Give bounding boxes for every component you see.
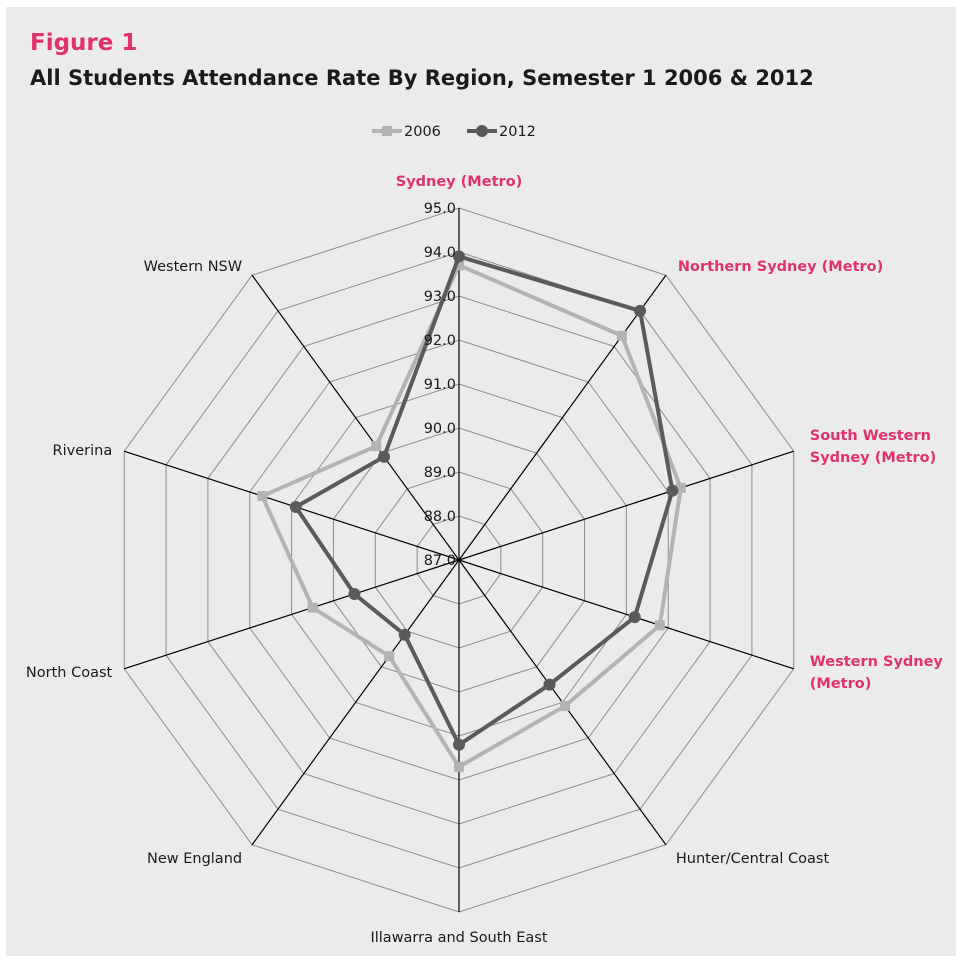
- spoke-8: [124, 559, 460, 670]
- category-label-7: New England: [147, 851, 242, 867]
- category-label-line: Hunter/Central Coast: [676, 851, 830, 867]
- marker-2012-10: [377, 450, 390, 463]
- category-label-line: Sydney (Metro): [396, 174, 523, 190]
- category-label-5: Hunter/Central Coast: [676, 851, 830, 867]
- legend: 2006 2012: [372, 124, 536, 140]
- legend-swatch-marker: [476, 125, 488, 137]
- category-label-line: Riverina: [53, 443, 113, 459]
- spoke-4: [458, 559, 794, 670]
- category-label-8: North Coast: [26, 665, 113, 681]
- tick-label-87.0: 87.0: [424, 553, 456, 569]
- category-label-line: North Coast: [26, 665, 113, 681]
- tick-label-89.0: 89.0: [424, 465, 456, 481]
- marker-2006-9: [257, 491, 268, 502]
- legend-item-2006: 2006: [372, 124, 441, 140]
- figure-label: Figure 1: [30, 30, 138, 56]
- category-label-1: Sydney (Metro): [396, 174, 523, 190]
- spoke-7: [251, 559, 460, 846]
- spoke-3: [458, 450, 794, 561]
- marker-2006-6: [454, 761, 464, 772]
- category-label-line: Illawarra and South East: [370, 930, 547, 946]
- spoke-2: [458, 274, 667, 561]
- category-label-line: South Western: [810, 428, 931, 444]
- category-label-line: Northern Sydney (Metro): [678, 259, 883, 275]
- marker-2006-10: [371, 441, 382, 452]
- tick-label-95.0: 95.0: [424, 201, 456, 217]
- tick-label-94.0: 94.0: [424, 245, 456, 261]
- category-labels: Sydney (Metro) Northern Sydney (Metro) Sou…: [26, 174, 944, 946]
- tick-label-93.0: 93.0: [424, 289, 456, 305]
- series-2006: [257, 260, 686, 772]
- tick-label-92.0: 92.0: [424, 333, 456, 349]
- marker-2012-5: [543, 678, 556, 691]
- category-label-line: (Metro): [810, 676, 872, 692]
- category-label-line: Western NSW: [144, 259, 242, 275]
- category-label-line: New England: [147, 851, 242, 867]
- category-label-9: Riverina: [53, 443, 113, 459]
- series-2012: [289, 250, 679, 751]
- category-label-10: Western NSW: [144, 259, 242, 275]
- marker-2012-2: [634, 304, 647, 317]
- marker-2006-7: [384, 651, 395, 662]
- legend-label-2012: 2012: [499, 124, 536, 140]
- legend-swatch-marker: [382, 126, 392, 136]
- radial-tick-labels: 87.0 88.0 89.0 90.0 91.0 92.0 93.0 94.0 95.0: [424, 201, 456, 569]
- marker-2012-9: [289, 500, 302, 513]
- marker-2012-1: [453, 250, 465, 263]
- marker-2012-4: [628, 611, 641, 624]
- tick-label-90.0: 90.0: [424, 421, 456, 437]
- category-label-line: Western Sydney: [810, 654, 944, 670]
- marker-2012-3: [666, 484, 679, 497]
- category-label-6: Illawarra and South East: [370, 930, 547, 946]
- category-label-4: Western Sydney (Metro): [810, 654, 944, 692]
- marker-2006-3: [675, 482, 686, 493]
- category-label-line: Sydney (Metro): [810, 450, 937, 466]
- category-label-2: Northern Sydney (Metro): [678, 259, 883, 275]
- chart-panel: [6, 7, 956, 956]
- marker-2006-8: [307, 602, 318, 613]
- series-line-2012: [293, 254, 675, 747]
- spoke-10: [251, 274, 460, 561]
- category-label-3: South Western Sydney (Metro): [810, 428, 937, 466]
- marker-2006-5: [560, 700, 571, 711]
- tick-label-88.0: 88.0: [424, 509, 456, 525]
- radar-series: [257, 250, 686, 772]
- legend-item-2012: 2012: [467, 124, 536, 140]
- marker-2012-6: [453, 738, 465, 751]
- marker-2006-1: [454, 260, 464, 271]
- tick-label-91.0: 91.0: [424, 377, 456, 393]
- marker-2006-4: [654, 620, 665, 631]
- marker-2012-8: [348, 587, 361, 600]
- legend-label-2006: 2006: [404, 124, 441, 140]
- marker-2012-7: [398, 628, 411, 641]
- marker-2006-2: [616, 330, 627, 341]
- chart-title: All Students Attendance Rate By Region, …: [30, 66, 814, 90]
